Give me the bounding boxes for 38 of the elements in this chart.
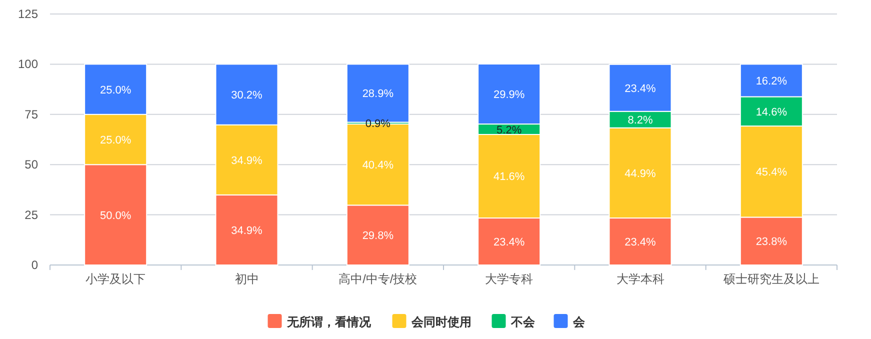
data-label: 50.0% [100, 210, 132, 222]
data-label: 5.2% [496, 124, 522, 136]
data-label: 8.2% [628, 114, 653, 127]
data-label: 25.0% [100, 134, 132, 146]
legend-label: 会 [572, 315, 586, 329]
data-label: 29.8% [362, 230, 394, 242]
data-label: 44.9% [624, 168, 656, 180]
y-tick-label: 100 [18, 57, 38, 72]
x-tick-label: 小学及以下 [86, 272, 146, 286]
x-tick-label: 硕士研究生及以上 [722, 272, 820, 286]
x-tick-label: 高中/中专/技校 [338, 272, 418, 286]
y-tick-label: 25 [24, 208, 38, 222]
data-label: 34.9% [231, 224, 263, 237]
data-label: 40.4% [362, 160, 394, 172]
data-label: 16.2% [756, 75, 788, 88]
data-label: 23.4% [624, 82, 656, 95]
y-tick-label: 50 [24, 158, 38, 172]
y-tick-label: 125 [18, 7, 38, 21]
data-label: 28.9% [362, 88, 394, 100]
data-label: 45.4% [756, 166, 788, 179]
data-label: 41.6% [493, 171, 525, 184]
data-label: 29.9% [493, 89, 525, 102]
legend-label: 无所谓，看情况 [286, 315, 372, 329]
y-tick-label: 75 [24, 107, 38, 122]
data-label: 34.9% [231, 154, 263, 167]
x-tick-label: 初中 [234, 272, 259, 286]
y-tick-label: 0 [31, 258, 38, 272]
data-label: 25.0% [100, 84, 132, 96]
legend-label: 会同时使用 [410, 315, 472, 329]
data-label: 14.6% [756, 106, 788, 118]
data-label: 30.2% [231, 90, 263, 102]
x-tick-label: 大学本科 [616, 272, 664, 286]
data-label: 23.8% [756, 236, 788, 248]
data-label: 0.9% [365, 118, 391, 130]
data-label: 23.4% [493, 236, 525, 249]
legend-label: 不会 [510, 315, 536, 329]
x-tick-label: 大学专科 [485, 272, 534, 286]
data-label: 23.4% [624, 236, 656, 249]
